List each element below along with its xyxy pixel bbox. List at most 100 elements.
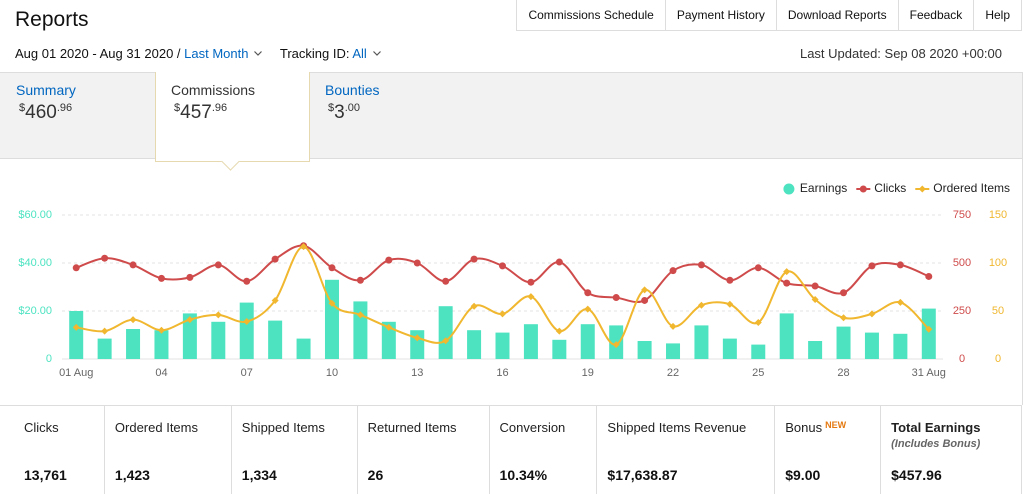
- filters: Aug 01 2020 - Aug 31 2020 / Last Month T…: [15, 46, 395, 61]
- point: [555, 327, 563, 335]
- stat-cell: Shipped Items Revenue $17,638.87: [596, 406, 774, 494]
- point: [612, 341, 620, 349]
- bar: [296, 338, 311, 359]
- point: [840, 314, 848, 322]
- page-title: Reports: [15, 8, 89, 31]
- cents: .00: [344, 102, 360, 114]
- stat-cell: Ordered Items 1,423: [103, 406, 231, 494]
- tab[interactable]: Bounties $3.00: [325, 82, 379, 124]
- nav-button[interactable]: Commissions Schedule: [528, 8, 654, 22]
- period-select[interactable]: Last Month: [184, 46, 249, 61]
- point: [641, 286, 649, 294]
- point: [896, 261, 904, 269]
- point: [840, 289, 848, 297]
- bar: [836, 326, 851, 359]
- tracking-select[interactable]: All: [352, 46, 367, 61]
- stat-label: Total Earnings (Includes Bonus): [891, 420, 1021, 450]
- point: [527, 278, 535, 286]
- stat-value: $9.00: [785, 467, 821, 483]
- x-tick-label: 10: [326, 367, 338, 379]
- x-tick-label: 25: [752, 367, 764, 379]
- point: [129, 316, 137, 324]
- x-tick-label: 16: [496, 367, 508, 379]
- tab[interactable]: Commissions $457.96: [171, 82, 255, 124]
- point: [584, 305, 592, 313]
- y3-tick-label: 150: [989, 209, 1007, 221]
- point: [157, 274, 165, 282]
- x-tick-label: 01 Aug: [59, 367, 93, 379]
- stat-label: Conversion: [499, 420, 566, 435]
- legend-label: Ordered Items: [933, 181, 1010, 195]
- stat-label: Shipped Items: [241, 420, 325, 435]
- legend-marker: [783, 183, 795, 195]
- point: [356, 276, 364, 284]
- stat-value: 1,334: [241, 467, 277, 483]
- x-tick-label: 31 Aug: [912, 367, 946, 379]
- chevron: [372, 51, 381, 56]
- point: [697, 301, 705, 309]
- point: [214, 311, 222, 319]
- point: [726, 300, 734, 308]
- bar: [722, 338, 737, 359]
- point: [186, 316, 194, 324]
- stat-label: Clicks: [24, 420, 59, 435]
- point: [385, 256, 393, 264]
- bar: [324, 279, 339, 359]
- point: [896, 298, 904, 306]
- point: [811, 282, 819, 290]
- point: [129, 261, 137, 269]
- chart: 0 $20.00 $40.00 $60.00 0 250 500 750 0 50 100 150 01…: [18, 157, 1023, 405]
- stat-value: 10.34%: [499, 467, 548, 483]
- tab-label: Summary: [16, 82, 76, 98]
- nav-button[interactable]: Payment History: [664, 0, 776, 30]
- stat-note: (Includes Bonus): [891, 438, 981, 450]
- bar: [126, 329, 141, 359]
- nav-button[interactable]: Help: [973, 0, 1021, 30]
- stat-badge: NEW: [825, 420, 847, 430]
- point: [754, 319, 762, 327]
- stat-value: 1,423: [114, 467, 150, 483]
- bar: [921, 308, 936, 359]
- bar: [353, 301, 368, 359]
- legend-label: Clicks: [874, 181, 906, 195]
- cents: .96: [211, 102, 228, 114]
- bar: [268, 320, 283, 359]
- point: [527, 293, 535, 301]
- point: [101, 254, 109, 262]
- point: [499, 310, 506, 318]
- stat-value: $17,638.87: [607, 467, 678, 483]
- y-tick-label: $60.00: [18, 209, 52, 221]
- tab[interactable]: Summary $460.96: [16, 82, 76, 124]
- point: [413, 259, 421, 267]
- point: [925, 272, 933, 280]
- bar: [239, 302, 254, 359]
- stat-value: 26: [367, 467, 384, 483]
- y2-tick-label: 750: [953, 209, 971, 221]
- stat-cell: Bonus NEW $9.00: [774, 406, 880, 494]
- point: [783, 279, 791, 287]
- y-tick-label: $20.00: [18, 305, 52, 317]
- x-tick-label: 19: [582, 367, 594, 379]
- y2-tick-label: 0: [959, 353, 965, 365]
- point: [442, 337, 450, 345]
- stat-label: Shipped Items Revenue: [607, 420, 747, 435]
- nav-button[interactable]: Download Reports: [775, 0, 898, 30]
- point: [811, 295, 819, 303]
- point: [555, 258, 563, 266]
- nav-bar: Commissions Schedule Payment History Dow…: [516, 0, 1022, 31]
- tab-bar: [0, 72, 1023, 159]
- point: [868, 310, 876, 318]
- bar: [69, 311, 84, 359]
- y2-tick-label: 500: [953, 257, 971, 269]
- stat-cell: Total Earnings (Includes Bonus) $457.96: [880, 406, 1021, 494]
- point: [641, 296, 649, 304]
- point: [499, 262, 506, 270]
- nav-button[interactable]: Feedback: [897, 0, 974, 30]
- point: [726, 276, 734, 284]
- point: [783, 268, 791, 276]
- bar: [694, 325, 709, 359]
- stat-value: $457.96: [891, 467, 942, 483]
- y-tick-label: $40.00: [18, 257, 52, 269]
- line: [76, 245, 930, 346]
